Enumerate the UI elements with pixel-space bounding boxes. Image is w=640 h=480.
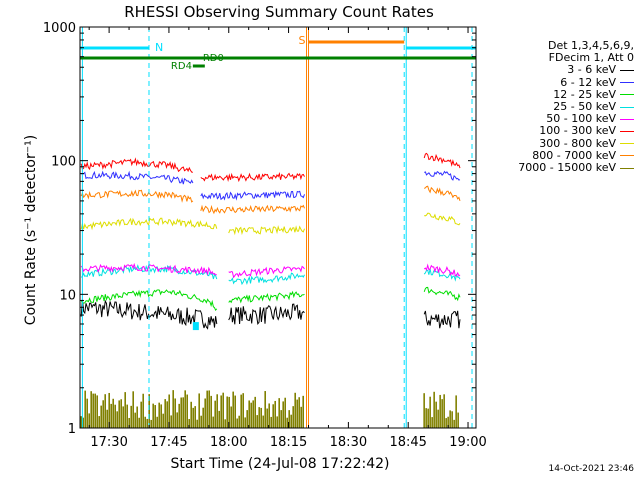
series-6-12keV-line — [200, 190, 305, 201]
series-800-7000keV-line — [200, 204, 305, 215]
x-tick-label: 18:45 — [389, 435, 426, 450]
legend-row: 3 - 6 keV — [518, 64, 634, 76]
series-300-800keV-line — [80, 217, 218, 231]
series-layer — [80, 152, 461, 428]
legend-swatch — [620, 118, 634, 120]
legend-label: 25 - 50 keV — [553, 100, 616, 114]
x-tick-label: 18:15 — [270, 435, 307, 450]
legend-label: 50 - 100 keV — [546, 112, 616, 126]
legend-row: 6 - 12 keV — [518, 75, 634, 89]
legend-label: 7000 - 15000 keV — [518, 161, 616, 175]
chart-title: RHESSI Observing Summary Count Rates — [124, 3, 434, 21]
series-50-100keV-line — [228, 265, 305, 279]
attenuator-marker — [192, 322, 199, 331]
legend-label: 6 - 12 keV — [560, 75, 616, 89]
x-tick-label: 17:45 — [150, 435, 187, 450]
rd4-label: RD4 — [171, 61, 192, 72]
x-axis-ticks: 17:30 17:45 18:00 18:15 18:30 18:45 19:00 — [88, 27, 487, 450]
series-50-100keV-line — [423, 263, 461, 277]
series-12-25keV-line — [423, 286, 461, 302]
legend-swatch — [620, 94, 634, 96]
series-6-12keV-line — [80, 170, 194, 185]
y-tick-label: 1000 — [43, 21, 76, 36]
legend-row: 100 - 300 keV — [518, 125, 634, 137]
legend-swatch — [620, 106, 634, 108]
x-tick-label: 19:00 — [449, 435, 486, 450]
legend-swatch — [620, 167, 634, 169]
legend-row: 25 - 50 keV — [518, 100, 634, 114]
series-3-6keV-line — [423, 310, 461, 329]
legend-label: 3 - 6 keV — [567, 63, 616, 77]
series-12-25keV-line — [228, 290, 305, 304]
legend-label: 100 - 300 keV — [539, 124, 616, 138]
series-100-300keV-line — [80, 157, 193, 173]
series-3-6keV-line — [228, 303, 305, 326]
legend: Det 1,3,4,5,6,9, FDecim 1, Att 0 3 - 6 k… — [518, 39, 634, 174]
series-12-25keV-line — [80, 289, 218, 311]
series-25-50keV-line — [228, 272, 305, 286]
y-axis-label: Count Rate (s⁻¹ detector⁻¹) — [23, 135, 39, 325]
legend-swatch — [620, 69, 634, 71]
series-300-800keV-line — [424, 212, 461, 226]
legend-header-line-1: Det 1,3,4,5,6,9, — [547, 39, 634, 52]
series-100-300keV-line — [200, 172, 305, 183]
annotation-layer: N S RD0 RD4 — [80, 27, 476, 428]
legend-row: 50 - 100 keV — [518, 113, 634, 125]
plot-frame — [79, 26, 477, 429]
x-axis-label: Start Time (24-Jul-08 17:22:42) — [170, 456, 389, 472]
rd0-label: RD0 — [203, 53, 224, 64]
series-100-300keV-line — [423, 152, 461, 169]
y-tick-label: 1 — [68, 422, 76, 437]
legend-row: 12 - 25 keV — [518, 87, 634, 101]
legend-swatch — [620, 130, 634, 132]
series-800-7000keV-line — [80, 189, 194, 203]
series-300-800keV-line — [228, 225, 305, 236]
y-tick-label: 100 — [51, 155, 76, 170]
legend-row: 800 - 7000 keV — [518, 148, 634, 162]
y-axis-ticks: 1 10 100 1000 — [43, 21, 476, 437]
legend-label: 300 - 800 keV — [539, 136, 616, 150]
legend-swatch — [620, 143, 634, 145]
saa-label: S — [299, 34, 306, 47]
legend-swatch — [620, 82, 634, 84]
legend-swatch — [620, 155, 634, 157]
series-6-12keV-line — [424, 170, 461, 181]
x-tick-label: 18:00 — [210, 435, 247, 450]
legend-row: 300 - 800 keV — [518, 136, 634, 150]
legend-label: 800 - 7000 keV — [532, 148, 616, 162]
generated-timestamp: 14-Oct-2021 23:46 — [548, 464, 634, 474]
legend-rows: 3 - 6 keV 6 - 12 keV 12 - 25 keV 25 - 50 ke… — [518, 64, 634, 174]
series-800-7000keV-line — [423, 185, 461, 202]
legend-header-line-2: FDecim 1, Att 0 — [548, 51, 634, 65]
y-tick-label: 10 — [59, 288, 76, 303]
x-tick-label: 18:30 — [330, 435, 367, 450]
x-tick-label: 17:30 — [90, 435, 127, 450]
legend-label: 12 - 25 keV — [553, 87, 616, 101]
legend-row: 7000 - 15000 keV — [518, 161, 634, 175]
night-label: N — [155, 41, 163, 54]
